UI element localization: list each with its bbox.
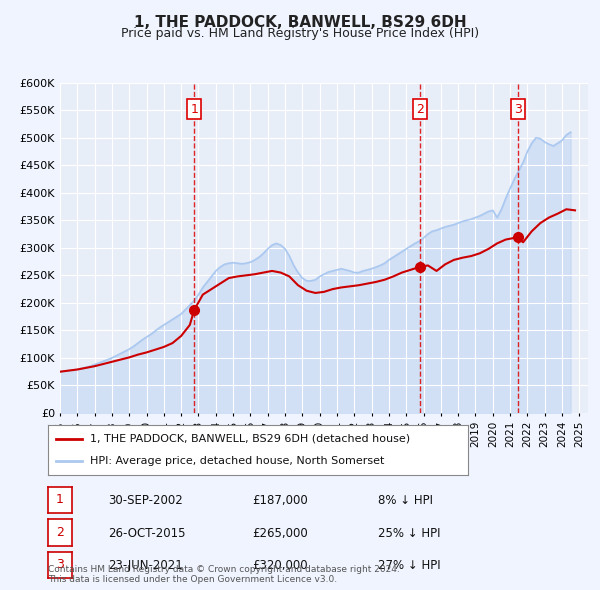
Text: 26-OCT-2015: 26-OCT-2015 [108,527,185,540]
Text: £320,000: £320,000 [252,559,308,572]
Text: 30-SEP-2002: 30-SEP-2002 [108,494,183,507]
Text: 1, THE PADDOCK, BANWELL, BS29 6DH: 1, THE PADDOCK, BANWELL, BS29 6DH [134,15,466,30]
Text: 27% ↓ HPI: 27% ↓ HPI [378,559,440,572]
Text: 2: 2 [416,103,424,116]
Text: 1: 1 [56,493,64,506]
Text: Price paid vs. HM Land Registry's House Price Index (HPI): Price paid vs. HM Land Registry's House … [121,27,479,40]
Text: 8% ↓ HPI: 8% ↓ HPI [378,494,433,507]
Text: £265,000: £265,000 [252,527,308,540]
Text: Contains HM Land Registry data © Crown copyright and database right 2024.
This d: Contains HM Land Registry data © Crown c… [48,565,400,584]
Text: £187,000: £187,000 [252,494,308,507]
Text: 3: 3 [56,558,64,571]
Text: 1: 1 [190,103,198,116]
Text: 25% ↓ HPI: 25% ↓ HPI [378,527,440,540]
Text: 2: 2 [56,526,64,539]
Text: 3: 3 [514,103,523,116]
Text: 23-JUN-2021: 23-JUN-2021 [108,559,183,572]
Text: 1, THE PADDOCK, BANWELL, BS29 6DH (detached house): 1, THE PADDOCK, BANWELL, BS29 6DH (detac… [90,434,410,444]
Text: HPI: Average price, detached house, North Somerset: HPI: Average price, detached house, Nort… [90,456,385,466]
